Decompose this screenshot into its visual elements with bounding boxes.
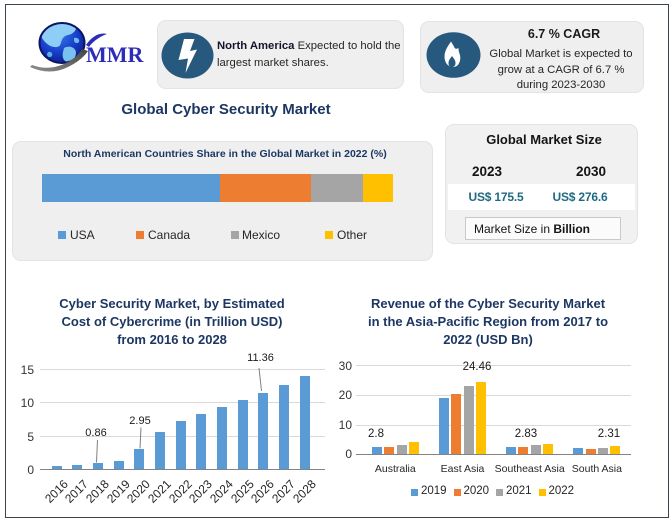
svg-text:MMR: MMR bbox=[86, 42, 145, 67]
